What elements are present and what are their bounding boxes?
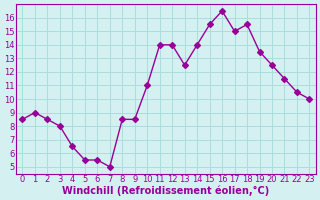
- X-axis label: Windchill (Refroidissement éolien,°C): Windchill (Refroidissement éolien,°C): [62, 185, 269, 196]
